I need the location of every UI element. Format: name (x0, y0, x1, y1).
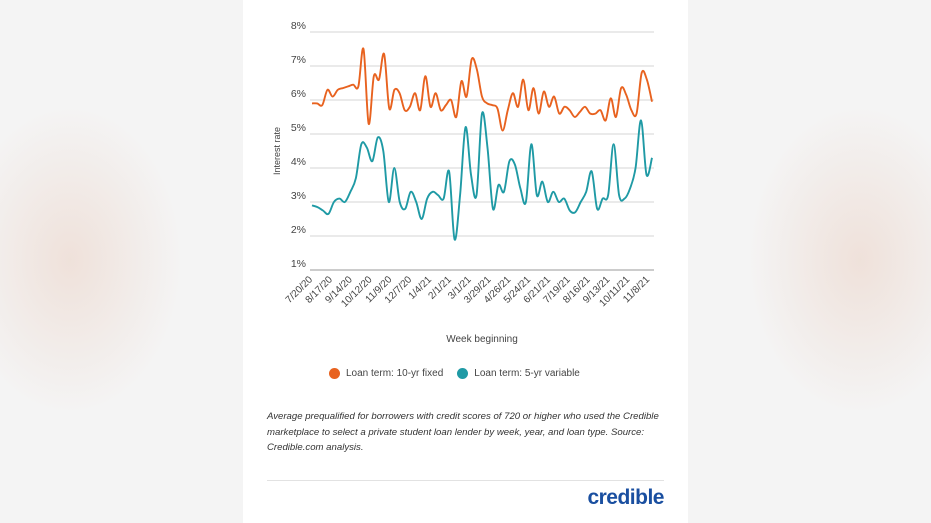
chart-legend: Loan term: 10-yr fixed Loan term: 5-yr v… (329, 368, 580, 379)
x-axis-label: Week beginning (446, 334, 518, 345)
legend-dot-variable (457, 368, 469, 379)
y-tick-label: 7% (291, 54, 306, 66)
interest-rate-chart: 1%2%3%4%5%6%7%8%Interest rate7/20/208/17… (272, 20, 654, 345)
chart-card: 1% 2% 3% 4% 5% 6% 7% 8% Interest rate 7/20/20 8/17… (243, 0, 688, 523)
legend-dot-fixed (329, 368, 340, 379)
credible-logo: credible (587, 486, 664, 509)
series-line-variable (311, 111, 653, 241)
y-tick-label: 3% (291, 190, 306, 202)
y-axis-label: Interest rate (272, 127, 282, 175)
y-tick-label: 2% (291, 224, 306, 236)
legend-item-fixed: Loan term: 10-yr fixed (329, 368, 443, 379)
chart-footnote: Average prequalified for borrowers with … (267, 411, 659, 453)
legend-label-variable: Loan term: 5-yr variable (474, 368, 580, 379)
y-tick-label: 5% (291, 122, 306, 134)
series-line-fixed (311, 47, 653, 132)
y-tick-label: 8% (291, 20, 306, 32)
y-tick-label: 1% (291, 258, 306, 270)
y-tick-label: 6% (291, 88, 306, 100)
legend-label-fixed: Loan term: 10-yr fixed (346, 368, 444, 379)
y-tick-label: 4% (291, 156, 306, 168)
footer-divider (267, 480, 664, 481)
legend-item-variable: Loan term: 5-yr variable (457, 368, 580, 379)
